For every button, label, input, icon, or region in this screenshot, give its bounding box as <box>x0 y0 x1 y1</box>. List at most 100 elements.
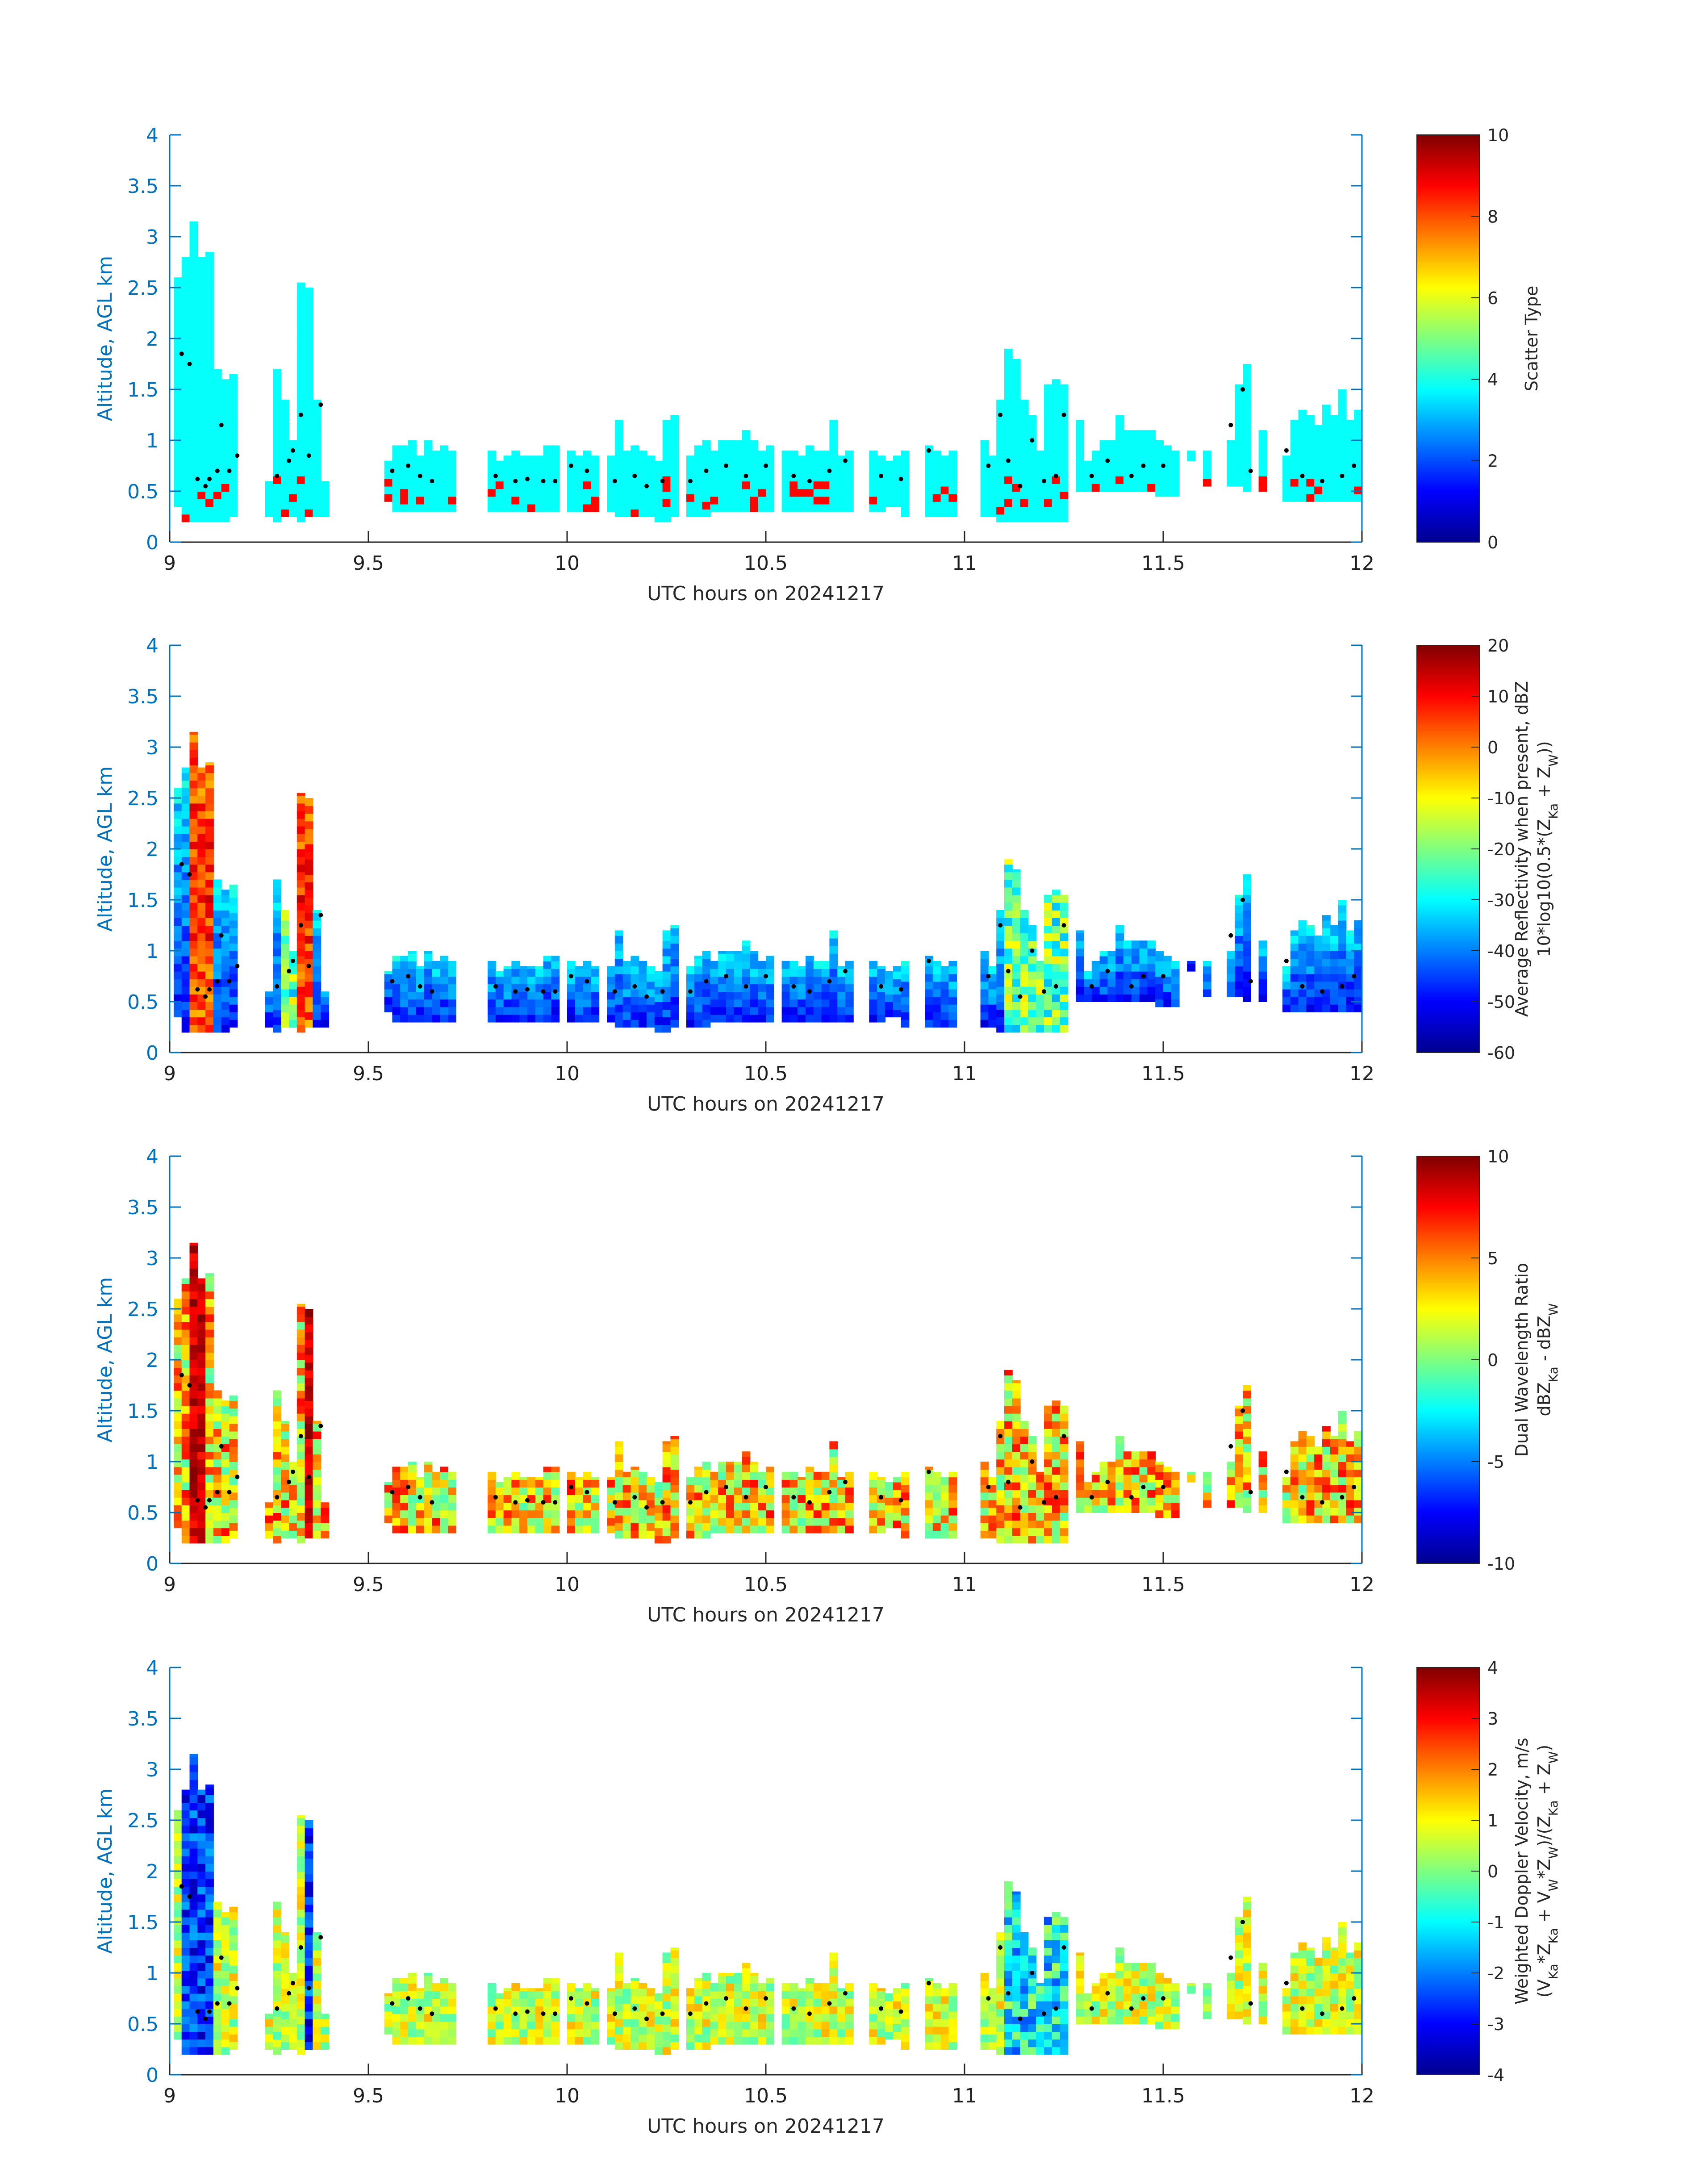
heatmap-cell <box>813 473 822 482</box>
heatmap-cell <box>622 989 631 997</box>
heatmap-cell <box>750 458 759 466</box>
heatmap-cell <box>416 999 425 1007</box>
heatmap-cell <box>400 2006 409 2014</box>
heatmap-cell <box>281 402 289 410</box>
heatmap-cell <box>205 963 214 972</box>
heatmap-cell <box>527 2021 536 2030</box>
heatmap-cell <box>1243 364 1251 370</box>
heatmap-cell <box>305 2034 313 2042</box>
heatmap-cell <box>543 1007 552 1015</box>
cloud-base-marker <box>807 1500 812 1505</box>
heatmap-cell <box>1091 468 1100 476</box>
heatmap-cell <box>1028 422 1037 431</box>
heatmap-cell <box>670 1507 679 1516</box>
heatmap-cell <box>1115 1459 1124 1467</box>
heatmap-cell <box>229 890 238 898</box>
heatmap-cell <box>313 1507 322 1516</box>
heatmap-cell <box>821 999 830 1007</box>
heatmap-cell <box>305 318 313 326</box>
heatmap-cell <box>1235 943 1243 951</box>
heatmap-cell <box>213 1963 222 1971</box>
heatmap-cell <box>1076 978 1084 987</box>
heatmap-cell <box>901 478 910 487</box>
heatmap-cell <box>197 795 206 804</box>
heatmap-cell <box>289 1492 297 1500</box>
cloud-base-marker <box>390 468 395 473</box>
heatmap-cell <box>813 1487 822 1496</box>
cloud-base-marker <box>791 473 796 478</box>
heatmap-cell <box>424 2029 433 2037</box>
heatmap-cell <box>734 1510 743 1518</box>
heatmap-cell <box>197 773 206 781</box>
heatmap-cell <box>670 1492 679 1500</box>
cloud-base-marker <box>764 974 768 978</box>
heatmap-cell <box>189 879 198 888</box>
heatmap-cell <box>702 486 711 494</box>
heatmap-cell <box>845 450 854 459</box>
heatmap-cell <box>313 1522 322 1531</box>
heatmap-cell <box>1115 438 1124 446</box>
heatmap-cell <box>289 996 297 1005</box>
heatmap-cell <box>321 1011 329 1020</box>
heatmap-cell <box>305 1500 313 1508</box>
heatmap-cell <box>583 458 592 466</box>
heatmap-cell <box>710 1471 719 1480</box>
heatmap-cell <box>181 330 190 339</box>
colorbar-tick-label: -10 <box>1487 1554 1515 1574</box>
y-tick-label: 2 <box>146 838 159 861</box>
heatmap-cell <box>622 1484 631 1493</box>
heatmap-cell <box>189 788 198 796</box>
heatmap-cell <box>1227 1462 1236 1470</box>
heatmap-cell <box>273 1901 282 1910</box>
heatmap-cell <box>181 894 190 903</box>
heatmap-cell <box>1123 476 1132 484</box>
heatmap-cell <box>1298 425 1307 433</box>
heatmap-cell <box>305 1835 313 1844</box>
heatmap-cell <box>1044 499 1052 507</box>
heatmap-cell <box>1036 994 1044 1002</box>
heatmap-cell <box>400 1014 409 1023</box>
heatmap-cell <box>877 504 885 512</box>
heatmap-cell <box>829 1487 838 1496</box>
heatmap-cell <box>583 1990 592 1999</box>
heatmap-cell <box>1020 971 1029 979</box>
heatmap-cell <box>1004 422 1013 431</box>
heatmap-cell <box>173 460 182 469</box>
heatmap-cell <box>551 2036 560 2045</box>
heatmap-cell <box>488 1998 496 2007</box>
heatmap-cell <box>1036 468 1044 476</box>
heatmap-cell <box>205 1291 214 1300</box>
heatmap-cell <box>996 407 1005 415</box>
heatmap-cell <box>1282 966 1291 974</box>
heatmap-cell <box>654 1504 663 1513</box>
y-tick-label: 3 <box>146 736 159 759</box>
heatmap-cell <box>1354 935 1362 944</box>
heatmap-cell <box>273 392 282 400</box>
heatmap-cell <box>829 427 838 436</box>
heatmap-cell <box>424 1464 433 1472</box>
heatmap-cell <box>639 1019 647 1028</box>
y-tick-label: 0.5 <box>127 1502 159 1525</box>
heatmap-cell <box>567 2029 576 2037</box>
y-tick-label: 3.5 <box>127 175 159 198</box>
heatmap-cell <box>495 2029 504 2037</box>
heatmap-cell <box>631 2011 639 2019</box>
heatmap-cell <box>181 1535 190 1544</box>
heatmap-cell <box>647 471 655 479</box>
heatmap-cell <box>543 991 552 1000</box>
heatmap-cell <box>877 976 885 985</box>
heatmap-cell <box>511 2014 520 2022</box>
heatmap-cell <box>229 2011 238 2019</box>
heatmap-cell <box>591 1998 600 2007</box>
heatmap-cell <box>996 940 1005 949</box>
heatmap-cell <box>1139 483 1148 492</box>
heatmap-cell <box>1243 1405 1251 1414</box>
heatmap-cell <box>213 407 222 415</box>
heatmap-cell <box>527 2014 536 2022</box>
heatmap-cell <box>173 1436 182 1445</box>
heatmap-cell <box>1147 1497 1156 1505</box>
heatmap-cell <box>1012 438 1021 446</box>
heatmap-cell <box>205 252 214 255</box>
heatmap-cell <box>622 2041 631 2050</box>
heatmap-cell <box>1235 1454 1243 1462</box>
